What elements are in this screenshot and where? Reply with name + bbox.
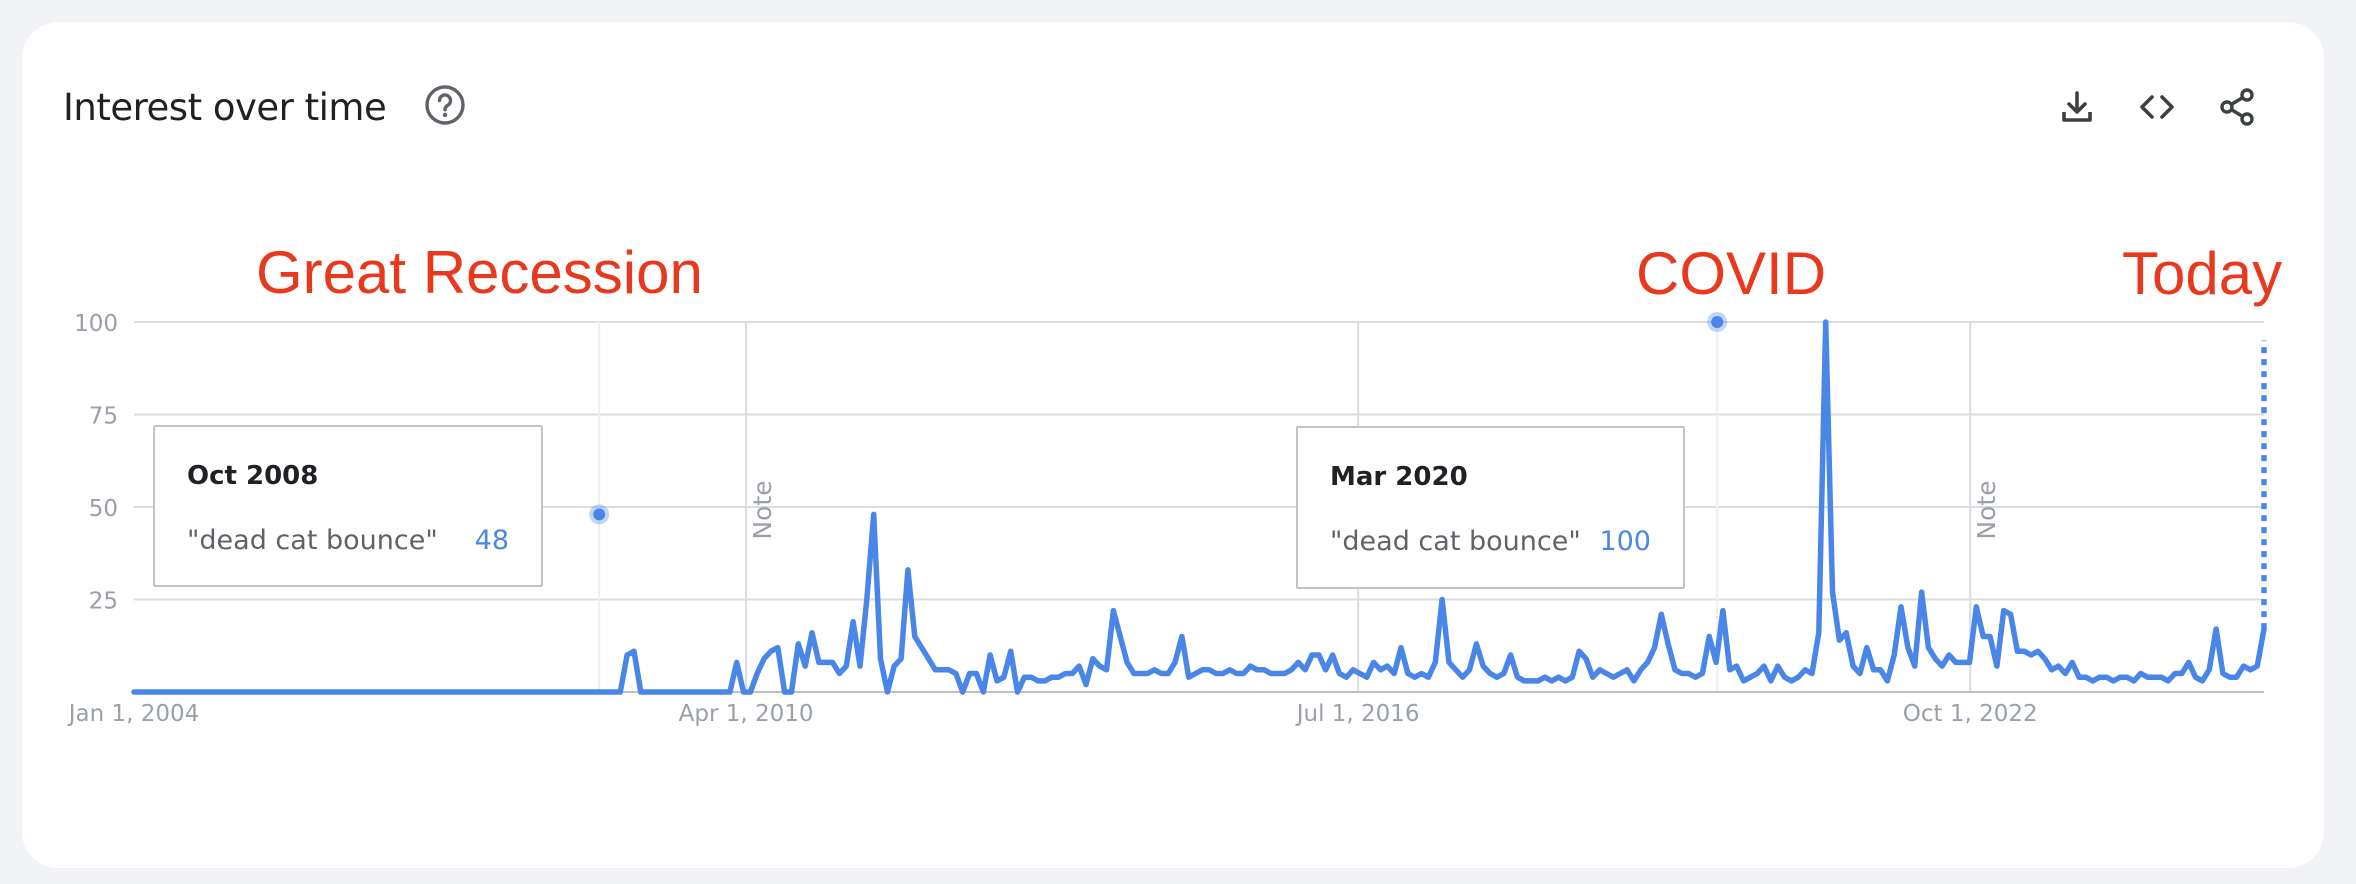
note-marker: Note xyxy=(748,480,777,539)
highlight-point xyxy=(1711,316,1724,328)
x-tick-label: Jan 1, 2004 xyxy=(67,701,200,727)
download-icon[interactable] xyxy=(2056,86,2098,128)
embed-code-icon[interactable] xyxy=(2136,86,2178,128)
help-circle-icon[interactable] xyxy=(424,84,466,126)
annotation-covid: COVID xyxy=(1636,240,1827,307)
highlight-point xyxy=(593,508,606,521)
y-tick-label: 75 xyxy=(89,404,118,430)
annotation-great-recession: Great Recession xyxy=(256,239,703,306)
annotation-today: Today xyxy=(2122,240,2283,307)
share-icon[interactable] xyxy=(2216,86,2258,128)
widget-title: Interest over time xyxy=(63,86,387,129)
tooltip-value: 48 xyxy=(474,525,509,556)
x-tick-label: Oct 1, 2022 xyxy=(1903,701,2038,727)
x-tick-label: Apr 1, 2010 xyxy=(679,701,814,727)
tooltip-term: "dead cat bounce" xyxy=(187,525,438,556)
tooltip-term: "dead cat bounce" xyxy=(1330,526,1581,557)
y-tick-label: 100 xyxy=(74,311,118,337)
x-tick-label: Jul 1, 2016 xyxy=(1295,701,1420,727)
y-tick-label: 50 xyxy=(89,496,118,522)
y-tick-label: 25 xyxy=(89,589,118,615)
tooltip-mar-2020: Mar 2020 "dead cat bounce" 100 xyxy=(1296,426,1685,589)
tooltip-date: Oct 2008 xyxy=(187,461,319,491)
series-line-dead-cat-bounce xyxy=(131,319,2267,695)
tooltip-value: 100 xyxy=(1599,526,1651,557)
tooltip-oct-2008: Oct 2008 "dead cat bounce" 48 xyxy=(153,425,543,587)
tooltip-date: Mar 2020 xyxy=(1330,462,1468,492)
note-marker: Note xyxy=(1972,480,2001,539)
